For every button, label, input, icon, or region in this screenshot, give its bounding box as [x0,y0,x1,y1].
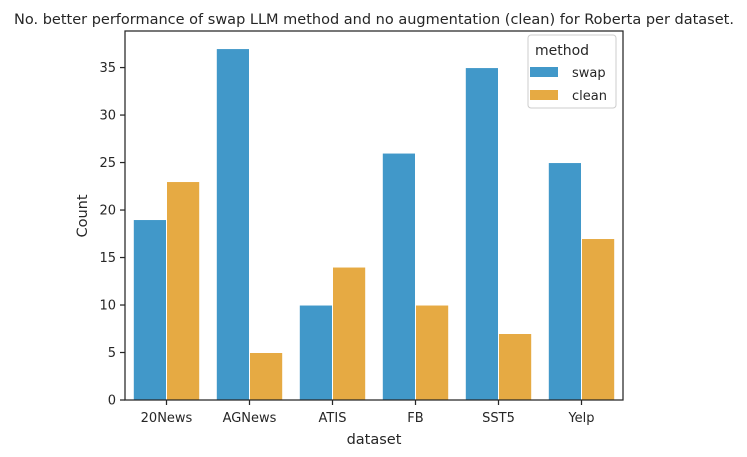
y-tick-label: 10 [99,299,116,314]
bar-swap-yelp [547,162,582,401]
legend-swatch-swap [530,67,558,77]
x-axis-title: dataset [347,432,402,448]
plot-area [132,48,616,401]
y-tick-label: 25 [99,156,116,171]
y-tick-label: 5 [108,346,116,361]
bar-clean-20news [166,181,201,401]
x-tick-label: ATIS [319,411,347,426]
legend: method swap clean [527,34,617,109]
legend-label-swap: swap [572,66,606,81]
bar-swap-20news [132,219,168,401]
bar-clean-atis [332,266,367,401]
y-tick-label: 20 [99,204,116,219]
bar-clean-yelp [581,238,616,401]
x-tick-label: AGNews [223,411,277,426]
y-tick-label: 35 [99,61,116,76]
x-tick-label: SST5 [482,411,515,426]
x-tick-label: FB [407,411,423,426]
bar-swap-agnews [215,48,251,401]
legend-label-clean: clean [572,89,607,104]
bar-clean-fb [415,304,450,401]
bar-clean-sst5 [498,333,533,401]
y-axis: 0 5 10 15 20 25 30 35 [99,61,125,409]
bar-swap-fb [381,152,416,401]
legend-frame [527,34,617,109]
x-tick-label: Yelp [567,411,594,426]
y-axis-title: Count [75,194,91,237]
y-tick-label: 15 [99,251,116,266]
legend-swatch-clean [530,90,558,100]
legend-title: method [535,43,589,59]
y-tick-label: 0 [108,394,116,409]
bar-clean-agnews [249,352,284,401]
bar-swap-atis [298,304,333,401]
chart-title: No. better performance of swap LLM metho… [14,12,734,28]
bar-swap-sst5 [464,67,499,401]
plot-frame [124,30,624,401]
x-tick-label: 20News [141,411,193,426]
x-axis: 20News AGNews ATIS FB SST5 Yelp [141,400,595,426]
y-tick-label: 30 [99,109,116,124]
